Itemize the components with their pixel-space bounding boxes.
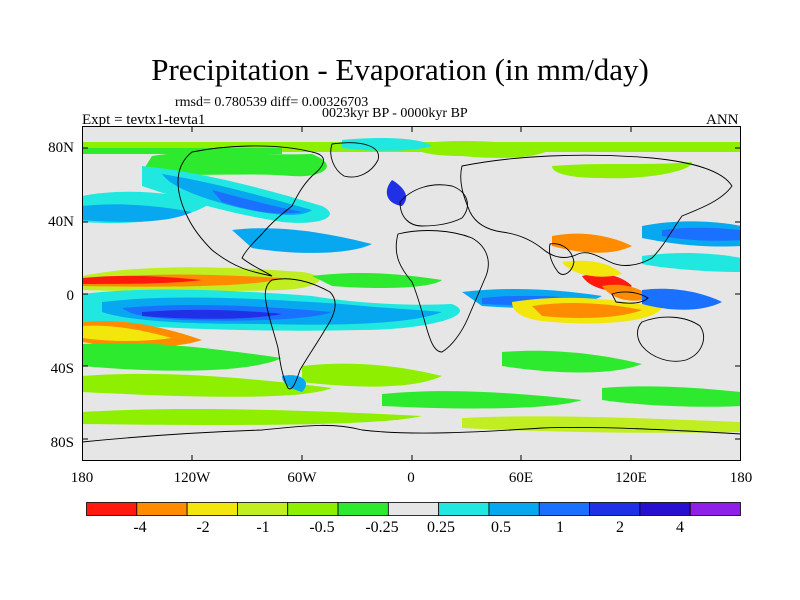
coastlines xyxy=(82,142,741,443)
north-atlantic-storm-track xyxy=(142,166,407,253)
colorbar-label-0-25: 0.25 xyxy=(427,519,455,536)
colorbar-label-neg2: -2 xyxy=(196,519,210,536)
colorbar-label-1: 1 xyxy=(556,519,564,536)
arctic-anomaly-bands xyxy=(82,138,741,179)
lon-label-120w: 120W xyxy=(173,470,211,486)
greenland-outline xyxy=(330,142,379,178)
asia-outline xyxy=(460,154,733,266)
season-label: ANN xyxy=(706,112,739,128)
plot-title: Precipitation - Evaporation (in mm/day) xyxy=(151,52,649,87)
north-america-outline xyxy=(177,145,324,277)
north-pacific-storm-track xyxy=(82,191,741,247)
africa-outline xyxy=(395,230,489,353)
lon-label-180e: 180 xyxy=(729,470,753,486)
lat-label-80s: 80S xyxy=(50,435,74,451)
lon-label-0: 0 xyxy=(407,470,415,486)
equatorial-wet-bands xyxy=(82,289,602,331)
lon-label-120e: 120E xyxy=(615,470,647,486)
indonesia-outline xyxy=(611,291,649,304)
lon-label-180w: 180 xyxy=(70,470,94,486)
period-label: 0023kyr BP - 0000kyr BP xyxy=(322,106,468,121)
lon-label-60w: 60W xyxy=(287,470,317,486)
colorbar-label-2: 2 xyxy=(616,519,624,536)
south-america-outline xyxy=(264,278,336,390)
europe-outline xyxy=(399,184,468,227)
australia-outline xyxy=(637,316,704,362)
colorbar-box xyxy=(237,502,289,516)
colorbar-box xyxy=(387,502,440,516)
colorbar-label-4: 4 xyxy=(676,519,684,536)
colorbar-box xyxy=(136,502,188,516)
colorbar-box xyxy=(186,502,238,516)
colorbar-label-neg4: -4 xyxy=(133,519,147,536)
precip-evap-map xyxy=(82,126,741,461)
southern-hemisphere-bands xyxy=(82,320,741,433)
colorbar-label-0-5: 0.5 xyxy=(491,519,511,536)
lon-label-60e: 60E xyxy=(508,470,534,486)
colorbar-box xyxy=(538,502,590,516)
colorbar-box xyxy=(639,502,691,516)
colorbar-label-neg1: -1 xyxy=(256,519,270,536)
colorbar-box xyxy=(589,502,641,516)
map-ticks xyxy=(82,126,741,461)
colorbar-box xyxy=(689,502,741,516)
lat-label-40n: 40N xyxy=(48,214,74,230)
lat-label-80n: 80N xyxy=(48,140,74,156)
indo-pacific-anomalies xyxy=(512,233,741,324)
colorbar-box xyxy=(86,502,138,516)
colorbar-box xyxy=(488,502,540,516)
colorbar-label-neg0-5: -0.5 xyxy=(309,519,335,536)
lat-label-40s: 40S xyxy=(50,361,74,377)
antarctica-outline xyxy=(82,424,741,443)
experiment-label: Expt = tevtx1-tevta1 xyxy=(82,112,206,128)
lat-label-0: 0 xyxy=(66,288,75,304)
india-outline xyxy=(549,243,575,275)
colorbar xyxy=(86,502,741,516)
colorbar-box xyxy=(438,502,490,516)
colorbar-label-neg0-25: -0.25 xyxy=(365,519,399,536)
colorbar-box xyxy=(337,502,389,516)
colorbar-box xyxy=(287,502,339,516)
rmsd-label: rmsd= 0.780539 diff= 0.00326703 xyxy=(175,95,369,110)
